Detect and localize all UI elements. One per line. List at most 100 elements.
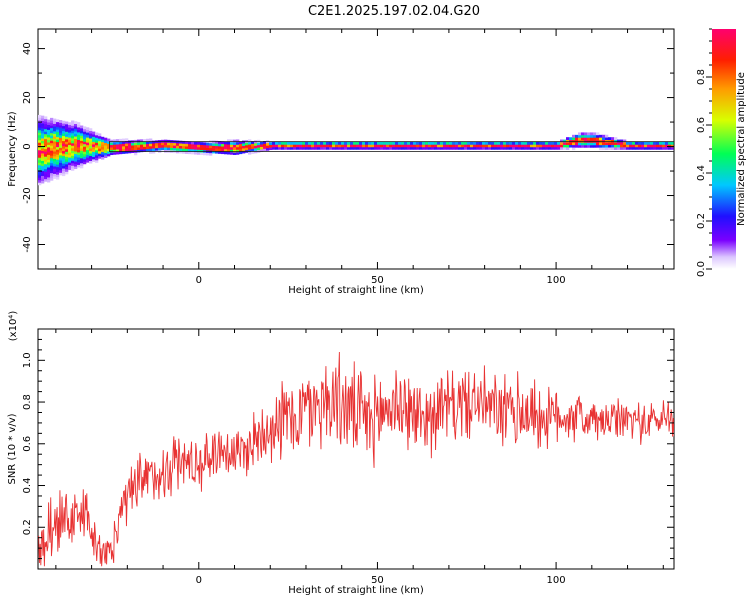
heatmap-cell [557,141,561,145]
heatmap-cell [95,155,99,158]
heatmap-cell [44,118,48,122]
heatmap-cell [500,144,504,148]
heatmap-cell [77,139,81,143]
heatmap-cell [71,120,75,124]
colorbar-gradient [712,29,736,269]
heatmap-cell [248,151,252,155]
heatmap-cell [86,139,90,143]
heatmap-cell [74,156,78,160]
heatmap-cell [179,143,183,147]
heatmap-cell [440,141,444,145]
heatmap-cell [119,143,123,147]
heatmap-cell [62,170,66,174]
heatmap-cell [56,136,60,140]
heatmap-cell [629,146,633,150]
heatmap-cell [362,144,366,148]
heatmap-cell [47,152,51,155]
heatmap-cell [389,141,393,145]
heatmap-cell [83,128,87,132]
heatmap-cell [50,175,54,179]
heatmap-cell [377,146,381,150]
heatmap-cell [56,139,60,143]
heatmap-cell [89,133,93,137]
heatmap-cell [503,144,507,148]
heatmap-cell [125,140,129,144]
colorbar-tick-label: 0.2 [696,213,707,229]
heatmap-cell [212,148,216,151]
heatmap-cell [662,146,666,150]
heatmap-cell [314,146,318,150]
heatmap-cell [521,146,525,150]
heatmap-cell [104,155,108,158]
heatmap-cell [56,156,60,160]
heatmap-cell [38,117,42,121]
heatmap-cell [59,132,63,136]
heatmap-cell [260,144,264,147]
heatmap-cell [221,146,225,150]
heatmap-cell [626,144,630,148]
heatmap-cell [521,141,525,145]
heatmap-cell [119,146,123,150]
heatmap-cell [152,150,156,154]
y-tick-label: 0.6 [22,436,33,452]
heatmap-cell [44,128,48,132]
heatmap-cell [92,151,96,155]
heatmap-cell [44,158,48,162]
heatmap-cell [311,146,315,150]
heatmap-cell [71,167,75,171]
heatmap-cell [59,130,63,133]
heatmap-cell [647,146,651,150]
heatmap-cell [53,153,57,157]
heatmap-cell [50,170,54,174]
heatmap-cell [374,141,378,145]
heatmap-cell [83,148,87,152]
heatmap-cell [155,147,159,151]
heatmap-cell [623,139,627,143]
heatmap-cell [443,141,447,145]
heatmap-cell [98,138,102,142]
heatmap-cell [350,141,354,145]
heatmap-cell [323,144,327,148]
heatmap-cell [80,125,84,129]
heatmap-cell [533,146,537,150]
snr-plot-area [37,328,675,570]
heatmap-cell [68,139,72,143]
heatmap-cell [236,151,240,155]
heatmap-cell [584,144,588,148]
spectrogram-panel: 0 50 100 -40 -20 0 20 40 Height of straight li… [7,28,675,296]
heatmap-cell [47,134,51,138]
heatmap-cell [56,119,60,123]
heatmap-cell [602,142,606,146]
heatmap-cell [275,144,279,148]
heatmap-cell [344,144,348,148]
heatmap-cell [62,130,66,134]
heatmap-cell [386,144,390,148]
heatmap-cell [206,152,210,156]
heatmap-cell [359,146,363,150]
heatmap-cell [641,146,645,150]
heatmap-cell [605,147,609,151]
y-tick-label: 0 [22,143,33,149]
heatmap-cell [539,141,543,145]
heatmap-cell [113,139,117,143]
heatmap-cell [272,144,276,148]
colorbar-tick-label: 0.6 [696,117,707,133]
heatmap-cell [89,143,93,147]
heatmap-cell [308,141,312,145]
heatmap-cell [476,141,480,145]
heatmap-cell [98,150,102,154]
heatmap-cell [167,144,171,148]
heatmap-cell [200,147,204,150]
heatmap-cell [74,123,78,127]
heatmap-cell [569,144,573,148]
snr-x-label: Height of straight line (km) [288,585,424,596]
heatmap-cell [41,168,45,171]
heatmap-cell [632,146,636,150]
heatmap-cell [632,141,636,145]
heatmap-cell [410,144,414,148]
heatmap-cell [578,137,582,141]
heatmap-cell [587,144,591,148]
heatmap-cell [326,141,330,145]
heatmap-cell [71,160,75,164]
